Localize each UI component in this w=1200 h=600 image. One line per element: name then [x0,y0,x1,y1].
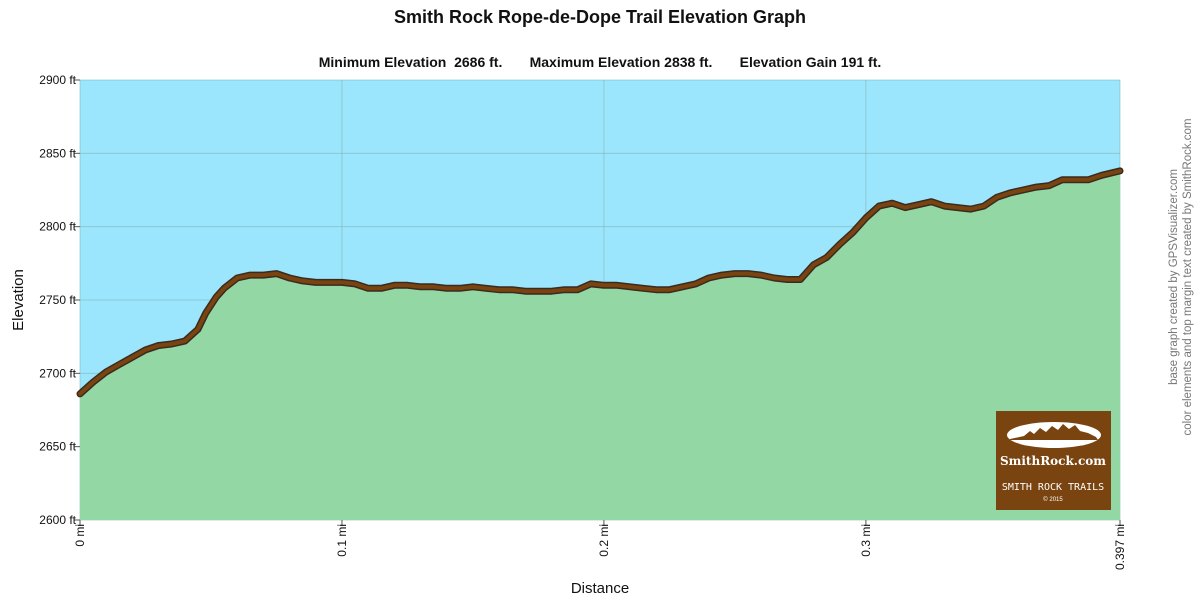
logo-year: © 2015 [1043,496,1063,503]
x-tick-label: 0 mi [73,524,87,547]
x-axis-ticks: 0 mi 0.1 mi 0.2 mi 0.3 mi 0.397 mi [73,520,1127,570]
y-tick-label: 2650 ft [39,440,76,454]
y-tick-label: 2800 ft [39,220,76,234]
y-tick-label: 2850 ft [39,146,76,160]
logo-tagline: SMITH ROCK TRAILS [1002,482,1104,493]
ground-area [80,170,1120,520]
y-axis-ticks: 2600 ft 2650 ft 2700 ft 2750 ft 2800 ft 2850 … [39,73,80,527]
y-axis-label: Elevation [10,269,27,331]
max-elevation-label: Maximum Elevation 2838 ft. [529,54,713,70]
smithrock-logo: SmithRock.com SMITH ROCK TRAILS © 2015 [996,411,1111,510]
x-tick-label: 0.1 mi [335,524,349,557]
y-tick-label: 2600 ft [39,513,76,527]
logo-rock-silhouette [1010,424,1098,440]
y-tick-label: 2700 ft [39,366,76,380]
elevation-line [76,167,1124,398]
x-tick-label: 0.2 mi [597,524,611,557]
x-axis-label: Distance [571,580,629,597]
elevation-area [80,170,1120,520]
elevation-gain-label: Elevation Gain 191 ft. [739,54,882,70]
y-tick-label: 2750 ft [39,293,76,307]
chart-subtitle: Minimum Elevation 2686 ft. Maximum Eleva… [0,54,1200,70]
trail-line [78,168,1122,396]
x-tick-label: 0.3 mi [859,524,873,557]
logo-brand: SmithRock.com [1000,454,1106,468]
y-tick-label: 2900 ft [39,73,76,87]
min-elevation-label: Minimum Elevation 2686 ft. [318,54,503,70]
chart-title: Smith Rock Rope-de-Dope Trail Elevation … [393,7,807,27]
x-tick-label: 0.397 mi [1113,524,1127,570]
